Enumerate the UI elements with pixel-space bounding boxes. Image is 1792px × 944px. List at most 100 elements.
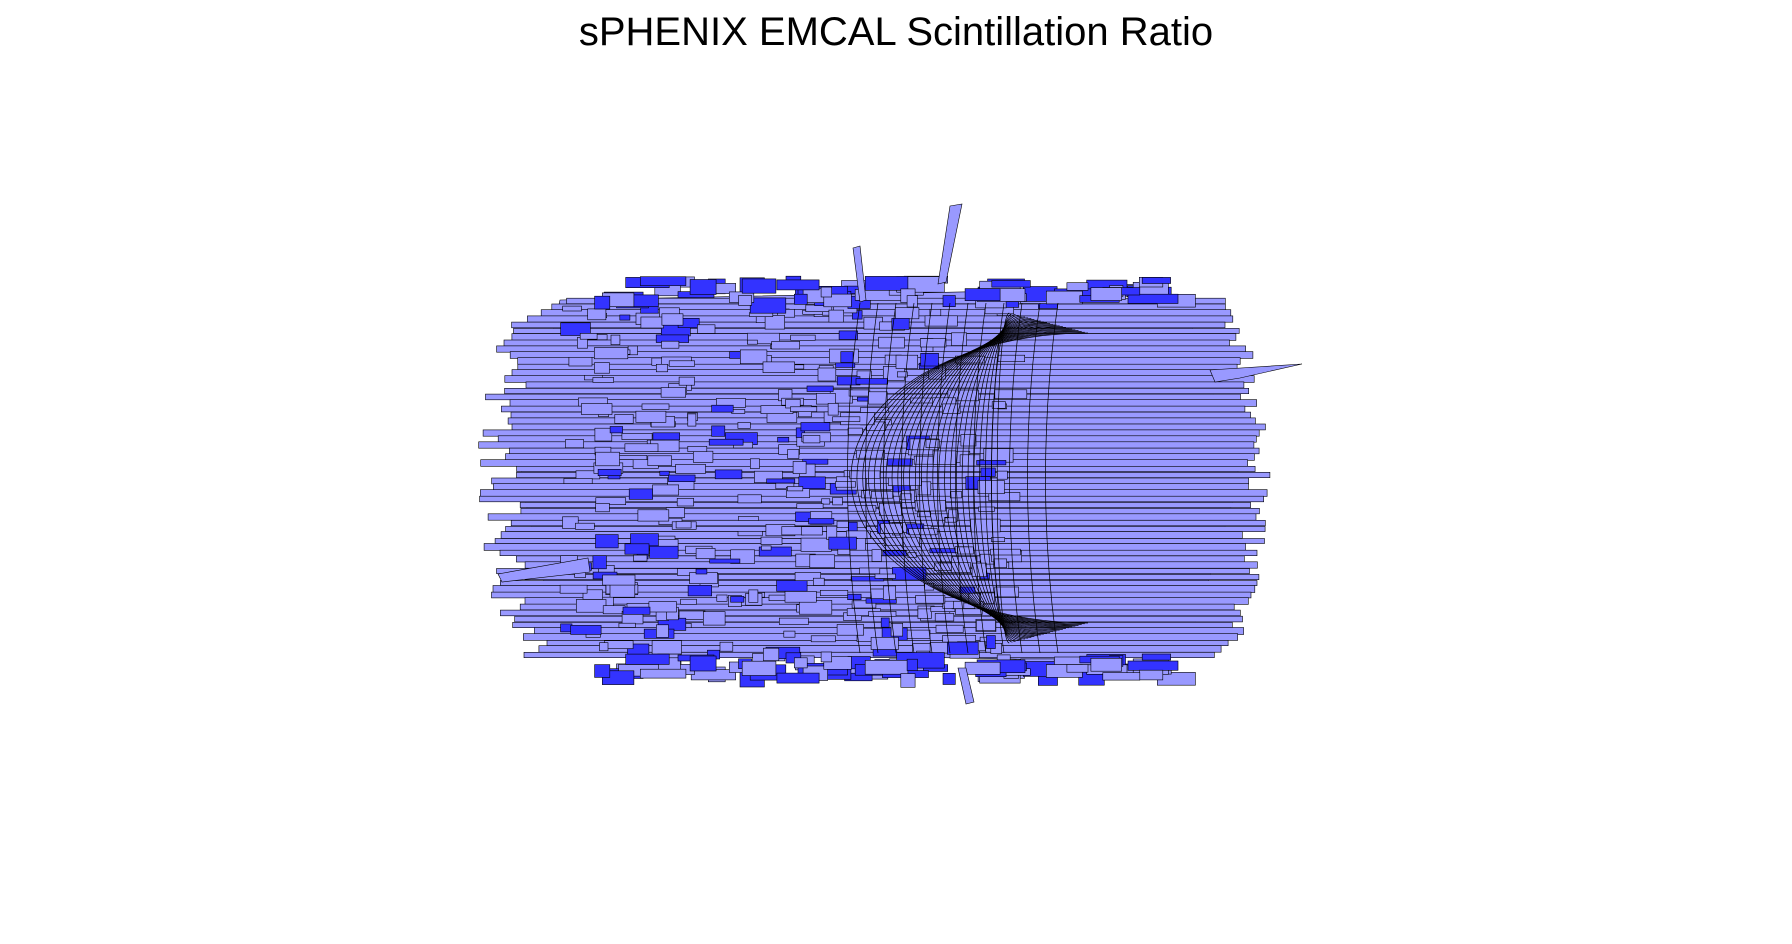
tower-block (711, 404, 734, 413)
tower-block (697, 324, 716, 334)
tower-block (676, 497, 694, 507)
end-cap-ring (850, 332, 1089, 624)
outlier-spike (497, 557, 591, 583)
tower-block (871, 549, 882, 562)
tower-block (882, 550, 907, 557)
tower-block (991, 401, 1006, 409)
tower-block (560, 322, 591, 336)
barrel-band-line (955, 302, 969, 654)
edge-tower-bottom (1090, 657, 1122, 672)
edge-tower-top (906, 295, 918, 308)
edge-tower-bottom (942, 672, 956, 685)
tower-block (714, 469, 743, 480)
edge-tower-top (1127, 293, 1179, 304)
tower-block (595, 451, 620, 467)
tower-block (776, 580, 808, 592)
edge-tower-bottom (964, 661, 1001, 675)
tower-block (806, 385, 834, 392)
tower-block (953, 600, 965, 609)
tower-block (766, 478, 796, 484)
tower-block (777, 436, 790, 443)
tower-block (951, 332, 967, 346)
tower-block (932, 450, 957, 465)
tower-block (896, 371, 908, 378)
tower-block (637, 509, 670, 522)
tower-block (680, 598, 697, 605)
tower-block (994, 389, 1028, 399)
tower-block (730, 596, 745, 603)
barrel-band-line (937, 302, 951, 654)
tower-block (859, 407, 889, 413)
tower-block (934, 613, 955, 622)
tower-block (790, 406, 818, 412)
tower-block (865, 598, 897, 604)
tower-row (487, 513, 1257, 521)
tower-block (766, 412, 798, 423)
chart-title: sPHENIX EMCAL Scintillation Ratio (578, 10, 1214, 54)
tower-block (880, 617, 890, 628)
tower-block (796, 503, 824, 509)
tower-block (652, 432, 681, 441)
tower-block (560, 623, 573, 633)
tower-block (761, 545, 772, 551)
tower-block (802, 435, 821, 444)
edge-tower-top (1141, 277, 1171, 284)
edge-tower-bottom (776, 672, 820, 684)
edge-tower-bottom (1066, 664, 1089, 673)
tower-block (929, 548, 956, 554)
edge-tower-bottom (601, 670, 635, 685)
tower-block (847, 427, 863, 435)
tower-block (986, 635, 996, 649)
tower-block (827, 403, 839, 416)
edge-tower-bottom (900, 673, 916, 688)
tower-block (924, 315, 958, 327)
tower-block (624, 443, 659, 452)
outlier-spike (852, 245, 867, 303)
tower-block (978, 506, 995, 512)
barrel-band-line (901, 302, 915, 654)
tower-block (622, 606, 651, 615)
edge-tower-bottom (1139, 669, 1164, 681)
tower-block (817, 367, 837, 382)
tower-block (894, 307, 920, 320)
tower-block (996, 470, 1008, 480)
edge-tower-bottom (793, 657, 808, 669)
tower-block (800, 537, 832, 552)
tower-block (581, 403, 613, 415)
tower-block (709, 558, 741, 564)
tower-block (624, 543, 650, 555)
edge-tower-bottom (820, 651, 832, 663)
tower-block (575, 522, 595, 530)
tower-block (570, 625, 602, 635)
tower-block (746, 332, 780, 345)
tower-block (595, 534, 619, 549)
tower-block (711, 425, 726, 437)
tower-block (929, 308, 942, 316)
tower-block (810, 635, 836, 643)
tower-block (640, 316, 664, 329)
edge-tower-bottom (864, 659, 909, 675)
tower-block (579, 333, 598, 340)
tower-block (902, 536, 920, 548)
tower-block (980, 467, 996, 477)
tower-block (800, 422, 831, 432)
tower-block (887, 458, 913, 466)
tower-block (848, 389, 871, 397)
tower-block (648, 601, 677, 613)
tower-block (675, 463, 706, 474)
tower-block (914, 499, 946, 512)
tower-block (819, 589, 849, 596)
tower-block (847, 593, 862, 601)
tower-block (599, 642, 609, 652)
edge-tower-top (1046, 290, 1083, 305)
tower-block (802, 458, 829, 465)
tower-block (812, 577, 825, 586)
tower-block (917, 608, 932, 619)
tower-block (849, 470, 881, 479)
tower-block (800, 526, 823, 536)
tower-block (695, 548, 716, 560)
tower-block (603, 640, 634, 649)
tower-block (614, 414, 634, 424)
tower-block (947, 389, 979, 402)
tower-block (747, 339, 758, 345)
